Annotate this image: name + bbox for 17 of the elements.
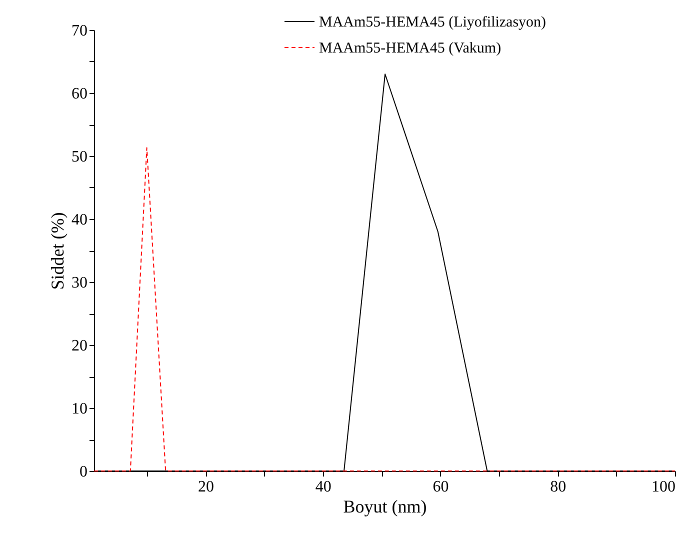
- legend-label: MAAm55-HEMA45 (Liyofilizasyon): [319, 14, 546, 30]
- y-tick-label: 60: [72, 86, 88, 102]
- y-axis-title: Siddet (%): [48, 212, 68, 290]
- x-tick-label: 80: [550, 478, 566, 496]
- y-tick-label: 40: [72, 212, 88, 228]
- y-tick-label: 70: [72, 22, 88, 40]
- legend-label: MAAm55-HEMA45 (Vakum): [319, 40, 502, 56]
- y-tick-label: 50: [72, 148, 88, 166]
- x-tick-label: 20: [198, 478, 214, 496]
- y-tick-label: 0: [80, 464, 88, 480]
- x-tick-label: 100: [652, 478, 676, 496]
- x-tick-label: 60: [432, 478, 449, 496]
- x-tick-label: 40: [315, 478, 332, 496]
- y-tick-label: 10: [72, 400, 88, 418]
- y-tick-label: 30: [72, 274, 88, 292]
- y-tick-label: 20: [72, 338, 88, 354]
- x-axis-title: Boyut (nm): [343, 496, 427, 516]
